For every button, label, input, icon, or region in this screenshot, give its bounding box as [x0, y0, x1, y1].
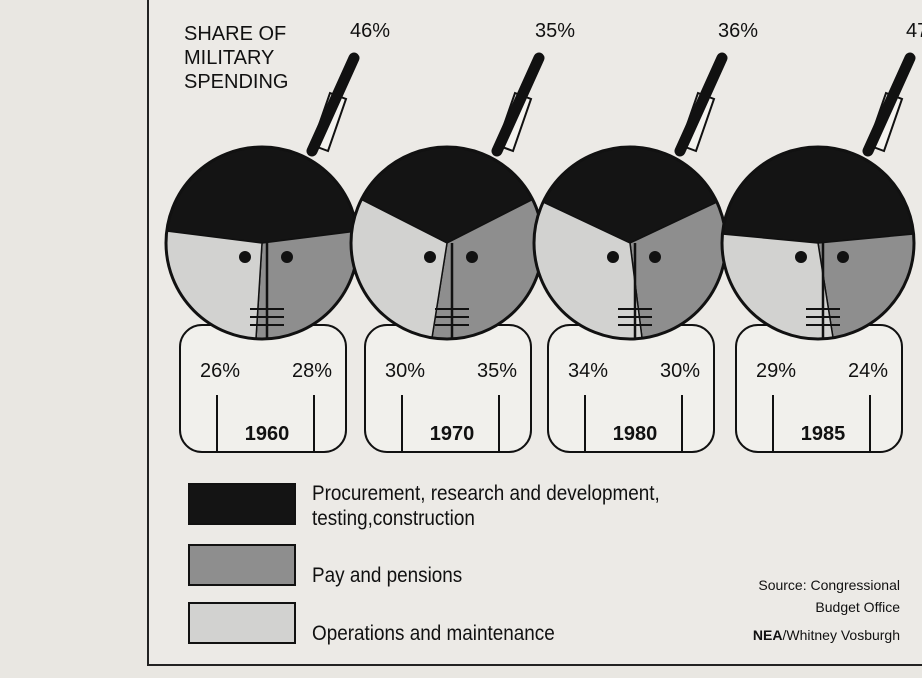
data-label: 36% [718, 20, 758, 42]
legend-swatch [189, 545, 295, 585]
chart-title: SHARE OF MILITARY SPENDING [184, 22, 324, 94]
legend-label: Operations and maintenance [312, 621, 726, 646]
year-label: 1970 [430, 423, 475, 445]
year-label: 1985 [801, 423, 846, 445]
data-label: 46% [350, 20, 390, 42]
data-label: 28% [292, 360, 332, 382]
eye [466, 251, 478, 263]
eye [239, 251, 251, 263]
data-label: 24% [848, 360, 888, 382]
data-label: 47% [906, 20, 922, 42]
credit: NEA/Whitney Vosburgh [753, 627, 900, 643]
eye [607, 251, 619, 263]
data-label: 29% [756, 360, 796, 382]
eye [424, 251, 436, 263]
credit-agency: NEA [753, 627, 783, 643]
data-label: 34% [568, 360, 608, 382]
data-label: 26% [200, 360, 240, 382]
source-line: Budget Office [758, 596, 900, 618]
eye [837, 251, 849, 263]
credit-author: /Whitney Vosburgh [782, 627, 900, 643]
data-label: 35% [535, 20, 575, 42]
eye [649, 251, 661, 263]
year-label: 1980 [613, 423, 658, 445]
source: Source: Congressional Budget Office [758, 574, 900, 618]
data-label: 30% [385, 360, 425, 382]
source-line: Source: Congressional [758, 574, 900, 596]
legend-label: Procurement, research and development, t… [312, 481, 762, 531]
legend-swatch [189, 484, 295, 524]
year-label: 1960 [245, 423, 290, 445]
legend-label: Pay and pensions [312, 563, 726, 588]
data-label: 30% [660, 360, 700, 382]
legend-swatch [189, 603, 295, 643]
eye [281, 251, 293, 263]
eye [795, 251, 807, 263]
data-label: 35% [477, 360, 517, 382]
page: 1960 46% 26% 28% 1970 35% 30% 35% 1980 36% 34% 30% 1… [0, 0, 922, 678]
